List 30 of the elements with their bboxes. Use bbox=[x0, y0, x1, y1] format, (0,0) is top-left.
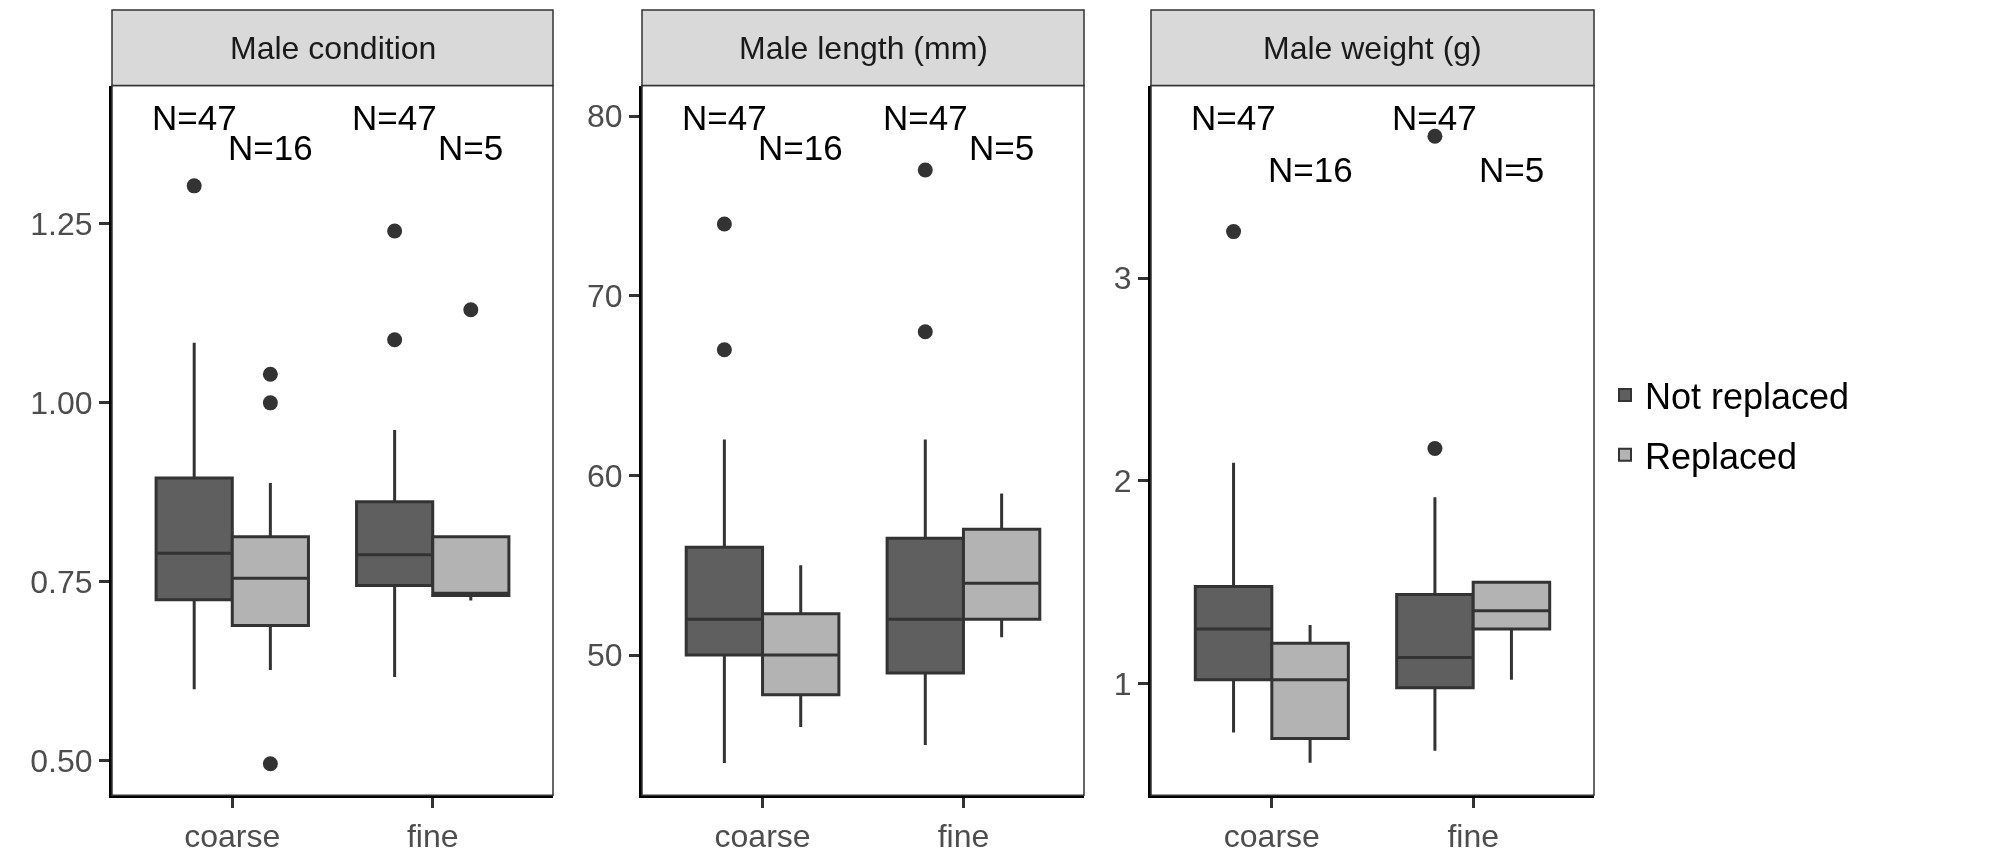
x-tick-label: coarse bbox=[714, 817, 811, 854]
y-tick-label: 50 bbox=[587, 637, 623, 674]
y-tick-label: 60 bbox=[587, 457, 623, 494]
annotation: N=5 bbox=[1479, 150, 1545, 189]
y-tick-label: 0.50 bbox=[30, 743, 93, 780]
annotation: N=5 bbox=[438, 128, 504, 167]
annotation: N=16 bbox=[1268, 150, 1353, 189]
annotation: N=47 bbox=[1392, 98, 1477, 137]
annotation: N=47 bbox=[1191, 98, 1276, 137]
annotation: N=47 bbox=[352, 98, 437, 137]
annotation: N=5 bbox=[969, 128, 1035, 167]
y-tick-label: 3 bbox=[1113, 260, 1132, 297]
x-tick-label: fine bbox=[1447, 817, 1499, 854]
y-tick-label: 80 bbox=[587, 98, 623, 135]
x-tick-label: coarse bbox=[1223, 817, 1320, 854]
x-tick-label: fine bbox=[937, 817, 990, 854]
y-tick-label: 2 bbox=[1113, 463, 1132, 500]
y-tick-label: 0.75 bbox=[30, 564, 93, 601]
y-tick-label: 1.00 bbox=[30, 385, 93, 422]
y-tick-label: 1 bbox=[1113, 665, 1132, 702]
x-tick-label: coarse bbox=[184, 817, 281, 854]
legend-label: Replaced bbox=[1645, 435, 1798, 477]
chart-title: Male condition bbox=[230, 30, 437, 66]
y-tick-label: 70 bbox=[587, 278, 623, 314]
y-tick-label: 1.25 bbox=[30, 206, 93, 243]
annotation: N=47 bbox=[883, 98, 968, 137]
x-tick-label: fine bbox=[406, 817, 459, 854]
chart-title: Male weight (g) bbox=[1263, 30, 1482, 66]
legend-label: Not replaced bbox=[1645, 375, 1850, 417]
chart-title: Male length (mm) bbox=[739, 30, 988, 66]
